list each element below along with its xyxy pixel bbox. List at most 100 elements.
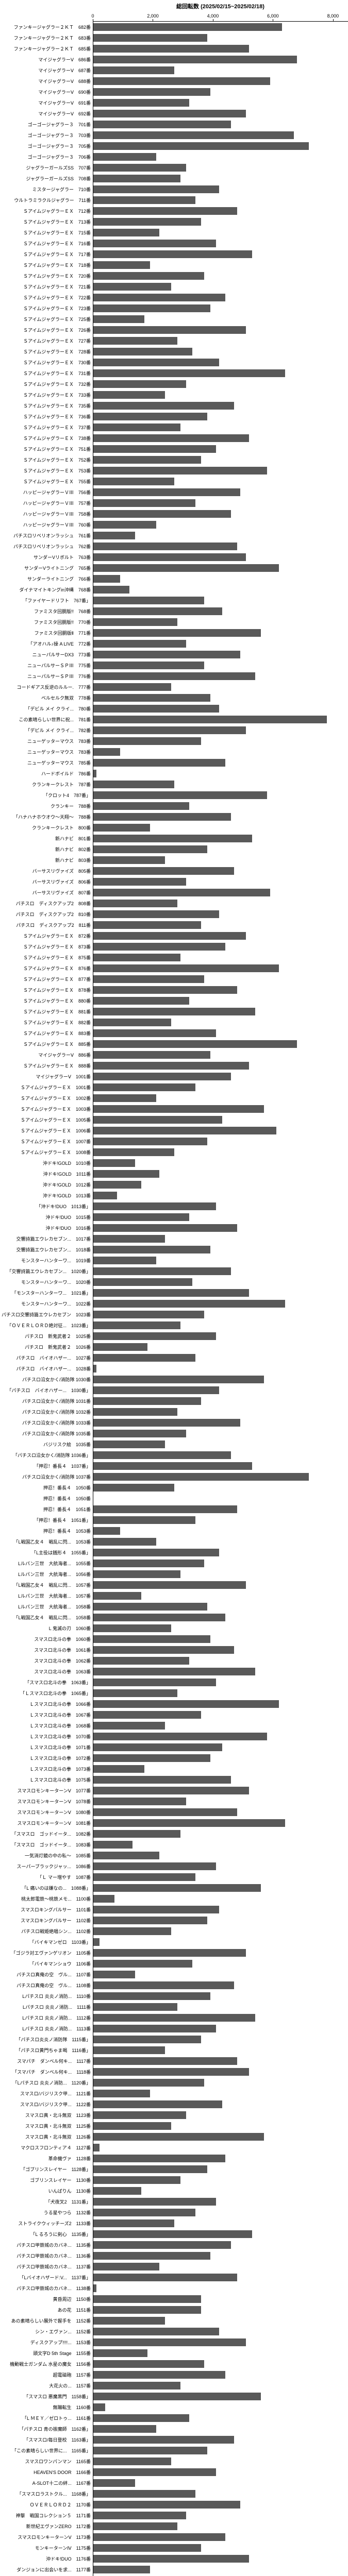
bar-track	[93, 2413, 348, 2424]
bar-row: 新ハナビ 801番	[0, 833, 348, 844]
bar-row: モンスターハンターワ... 1019番	[0, 1255, 348, 1266]
bar-row: クランキークレスト 800番	[0, 822, 348, 833]
bar-label: スマスロキングパルサー 1101番	[0, 1906, 93, 1913]
bar-label: あの素晴らしい展外で握手を 1152番	[0, 2317, 93, 2324]
bar-track	[93, 1839, 348, 1850]
bar	[93, 1570, 180, 1578]
bar	[93, 1051, 210, 1059]
bar-label: パチスロ沿女かく/消防隊 1035番	[0, 1430, 93, 1437]
bar-track	[93, 292, 348, 303]
bar	[93, 1549, 219, 1556]
bar	[93, 304, 210, 312]
bar-row: モンスターハンターワ... 1020番	[0, 1277, 348, 1287]
bar	[93, 1213, 189, 1221]
bar	[93, 1354, 195, 1362]
bar-label: ＳアイムジャグラーＥＸ 752番	[0, 456, 93, 463]
bar-label: ニューパルサーDX3 773番	[0, 651, 93, 658]
bar	[93, 2176, 180, 2184]
bar-track	[93, 714, 348, 725]
bar-label: マイジャグラーⅤ 886番	[0, 1052, 93, 1058]
bar-track	[93, 1828, 348, 1839]
bar-track	[93, 2240, 348, 2250]
bar-row: ファミスタ回胴版Ⅱ 771番	[0, 628, 348, 638]
bar-label: サンダーVライトニング 765番	[0, 565, 93, 571]
bar-row: ＳアイムジャグラーＥＸ 882番	[0, 1017, 348, 1028]
bar-row: ファンキージャグラー２ＫＴ 682番	[0, 22, 348, 32]
bar-row: ＳアイムジャグラーＥＸ 753番	[0, 465, 348, 476]
bar-track	[93, 260, 348, 270]
bar-track	[93, 216, 348, 227]
bar-label: ニューゲッターマウス 783番	[0, 749, 93, 755]
bar-label: ＳアイムジャグラーＥＸ 880番	[0, 997, 93, 1004]
bar-track	[93, 1904, 348, 1915]
bar	[93, 867, 234, 875]
bar	[93, 402, 234, 410]
bar-label: ハッピージャグラーＶⅢ 758番	[0, 511, 93, 517]
bar-track	[93, 379, 348, 389]
bar-track	[93, 454, 348, 465]
bar	[93, 1787, 249, 1794]
bar-label: ニューパルサーＳＰⅢ 776番	[0, 673, 93, 680]
bar-row: ＳアイムジャグラーＥＸ 1006番	[0, 1125, 348, 1136]
bar-row: パチスロ沿女かく/消防隊 1037番	[0, 1471, 348, 1482]
bar	[93, 975, 204, 983]
bar-row: 「アオハル♪操 A LIVE 772番	[0, 638, 348, 649]
bar	[93, 369, 285, 377]
bar-label: 「クロット4 787番」	[0, 792, 93, 799]
bar-label: 機動戦士ガンダム 水星の魔女 1156番	[0, 2361, 93, 2367]
bar-row: ＳアイムジャグラーＥＸ 876番	[0, 963, 348, 974]
bar	[93, 2274, 237, 2281]
bar-label: あの花 1151番	[0, 2307, 93, 2313]
bar-label: ＳアイムジャグラーＥＸ 722番	[0, 294, 93, 301]
bar-label: ゴーゴージャグラー３ 703番	[0, 132, 93, 139]
bar	[93, 586, 129, 594]
bar-track	[93, 1039, 348, 1049]
bar-track	[93, 1147, 348, 1158]
bar-label: パチスロ沿女かく/消防隊 1033番	[0, 1419, 93, 1426]
bar-track	[93, 2315, 348, 2326]
bar-track	[93, 2326, 348, 2337]
bar-label: ＳアイムジャグラーＥＸ 731番	[0, 370, 93, 377]
bar	[93, 2468, 216, 2476]
bar	[93, 1019, 171, 1026]
bar-track	[93, 1709, 348, 1720]
bar-label: ゴブリンスレイヤー 1130番	[0, 2177, 93, 2183]
bar-label: スマスロ/バジリスク甲... 1122番	[0, 2101, 93, 2108]
bar-label: ゴーゴージャグラー３ 701番	[0, 121, 93, 128]
bar	[93, 1062, 249, 1070]
bar-label: 沖ドキ!DUO 1015番	[0, 1214, 93, 1221]
bar-row: ＳアイムジャグラーＥＸ 717番	[0, 249, 348, 260]
bar-row: パチスロ甲鉄城のカバネ... 1135番	[0, 2240, 348, 2250]
bar-label: シン・エヴァン... 1152番	[0, 2328, 93, 2335]
bar-track	[93, 898, 348, 909]
bar	[93, 1635, 210, 1643]
bar-track	[93, 1071, 348, 1082]
bar-label: 「L戦国乙女４ 戦乱に閃... 1053番	[0, 1538, 93, 1545]
bar-label: 「パチスロ黄門ちゃま喝 1116番」	[0, 2047, 93, 2054]
bar	[93, 196, 195, 204]
bar	[93, 2252, 210, 2260]
bar-row: ファミスタ回胴版!! 770番	[0, 617, 348, 628]
bar-row: 「スマパチ ダンベル何キ... 1118番	[0, 2066, 348, 2077]
bar-row: マイジャグラーⅤ 687番	[0, 65, 348, 76]
bar-track	[93, 573, 348, 584]
bar-label: ＳアイムジャグラーＥＸ 712番	[0, 208, 93, 214]
bar-track	[93, 1428, 348, 1439]
bar-label: 「スマスロ ゴッドイータ... 1082番	[0, 1831, 93, 1837]
bar	[93, 2046, 165, 2054]
bar-track	[93, 1547, 348, 1558]
bar-track	[93, 930, 348, 941]
bar-row: ニューパルサーＳＰⅢ 776番	[0, 671, 348, 682]
bar	[93, 1960, 192, 1968]
bar-label: ＳアイムジャグラーＥＸ 717番	[0, 251, 93, 258]
bar-track	[93, 1331, 348, 1342]
bar-label: ハッピージャグラーＶⅢ 757番	[0, 500, 93, 506]
bar-label: パチスロ沿女かく/消防隊 1031番	[0, 1398, 93, 1404]
bar-label: 「押忍！番長４ 1037番」	[0, 1463, 93, 1469]
bar	[93, 737, 201, 745]
bar	[93, 1321, 180, 1329]
bar	[93, 900, 177, 907]
bar-label: ニューゲッターマウス 785番	[0, 759, 93, 766]
bar-label: モンキーターンⅣ 1175番	[0, 2545, 93, 2551]
bar-row: マイジャグラーⅤ 1001番	[0, 1071, 348, 1082]
